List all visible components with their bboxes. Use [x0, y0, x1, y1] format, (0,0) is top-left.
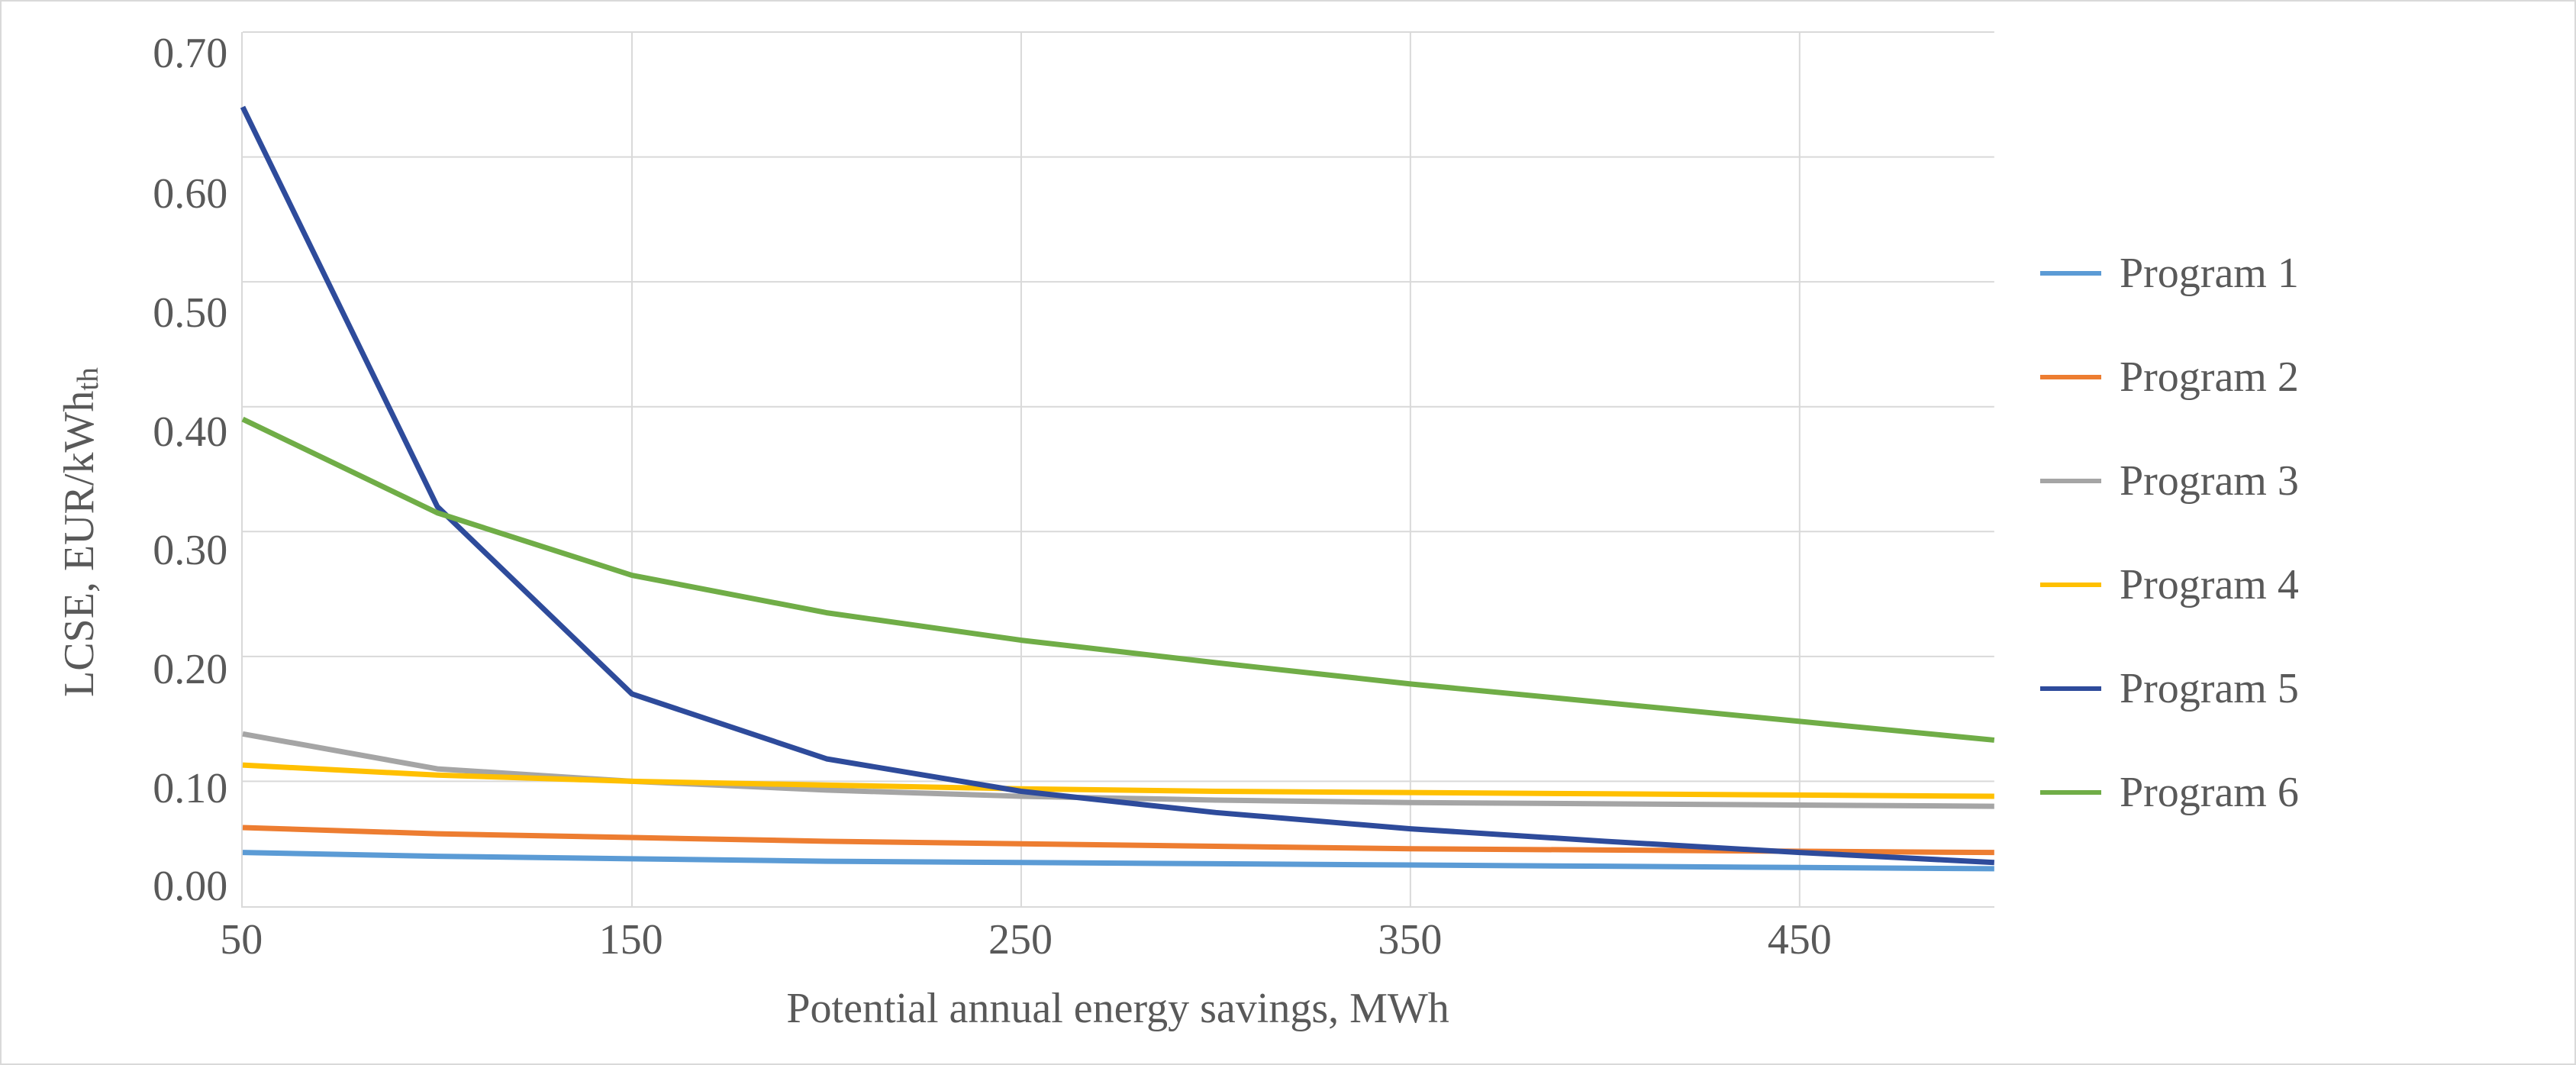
legend-swatch	[2040, 271, 2101, 276]
plot-area-wrap: LCSE, EUR/kWhth 0.70 0.60 0.50 0.40 0.30 0.20…	[47, 32, 1994, 1033]
plot-and-yticks: 0.70 0.60 0.50 0.40 0.30 0.20 0.10 0.00	[113, 32, 1994, 908]
y-axis-ticks: 0.70 0.60 0.50 0.40 0.30 0.20 0.10 0.00	[113, 32, 241, 908]
legend-label: Program 1	[2120, 249, 2299, 298]
y-tick-label: 0.50	[153, 292, 227, 334]
legend-item-4: Program 4	[2040, 560, 2529, 609]
x-ticks-row: 50 150 250 350 450	[113, 908, 1994, 969]
legend-item-2: Program 2	[2040, 353, 2529, 402]
y-tick-label: 0.70	[153, 32, 227, 75]
legend-item-3: Program 3	[2040, 457, 2529, 505]
x-tick-label: 350	[1378, 915, 1442, 964]
y-tick-label: 0.40	[153, 411, 227, 453]
legend: Program 1 Program 2 Program 3 Program 4 Prog…	[1994, 32, 2529, 1033]
legend-label: Program 5	[2120, 664, 2299, 713]
legend-swatch	[2040, 479, 2101, 483]
x-tick-label: 450	[1768, 915, 1832, 964]
y-tick-label: 0.60	[153, 173, 227, 215]
x-tick-label: 250	[988, 915, 1053, 964]
legend-swatch	[2040, 583, 2101, 587]
series-line-1	[243, 853, 1994, 869]
legend-label: Program 4	[2120, 560, 2299, 609]
legend-label: Program 3	[2120, 457, 2299, 505]
y-axis-label-text: LCSE, EUR/kWhth	[55, 368, 105, 698]
legend-label: Program 6	[2120, 768, 2299, 817]
series-line-6	[243, 419, 1994, 740]
x-axis-ticks: 50150250350450	[241, 908, 1994, 969]
x-tick-label: 50	[220, 915, 263, 964]
legend-item-1: Program 1	[2040, 249, 2529, 298]
y-tick-label: 0.10	[153, 767, 227, 810]
y-axis-label: LCSE, EUR/kWhth	[47, 32, 113, 1033]
legend-swatch	[2040, 686, 2101, 691]
legend-swatch	[2040, 375, 2101, 379]
plot-column: 0.70 0.60 0.50 0.40 0.30 0.20 0.10 0.00 50 150 25…	[113, 32, 1994, 1033]
y-tick-label: 0.30	[153, 529, 227, 572]
legend-item-6: Program 6	[2040, 768, 2529, 817]
x-axis-label: Potential annual energy savings, MWh	[241, 984, 1994, 1033]
x-tick-label: 150	[599, 915, 663, 964]
y-tick-label: 0.00	[153, 865, 227, 908]
plot-area	[241, 32, 1994, 908]
legend-item-5: Program 5	[2040, 664, 2529, 713]
plot-svg	[243, 32, 1994, 906]
chart-container: LCSE, EUR/kWhth 0.70 0.60 0.50 0.40 0.30 0.20…	[0, 0, 2576, 1065]
series-line-5	[243, 107, 1994, 863]
legend-swatch	[2040, 790, 2101, 795]
y-tick-label: 0.20	[153, 648, 227, 691]
legend-label: Program 2	[2120, 353, 2299, 402]
